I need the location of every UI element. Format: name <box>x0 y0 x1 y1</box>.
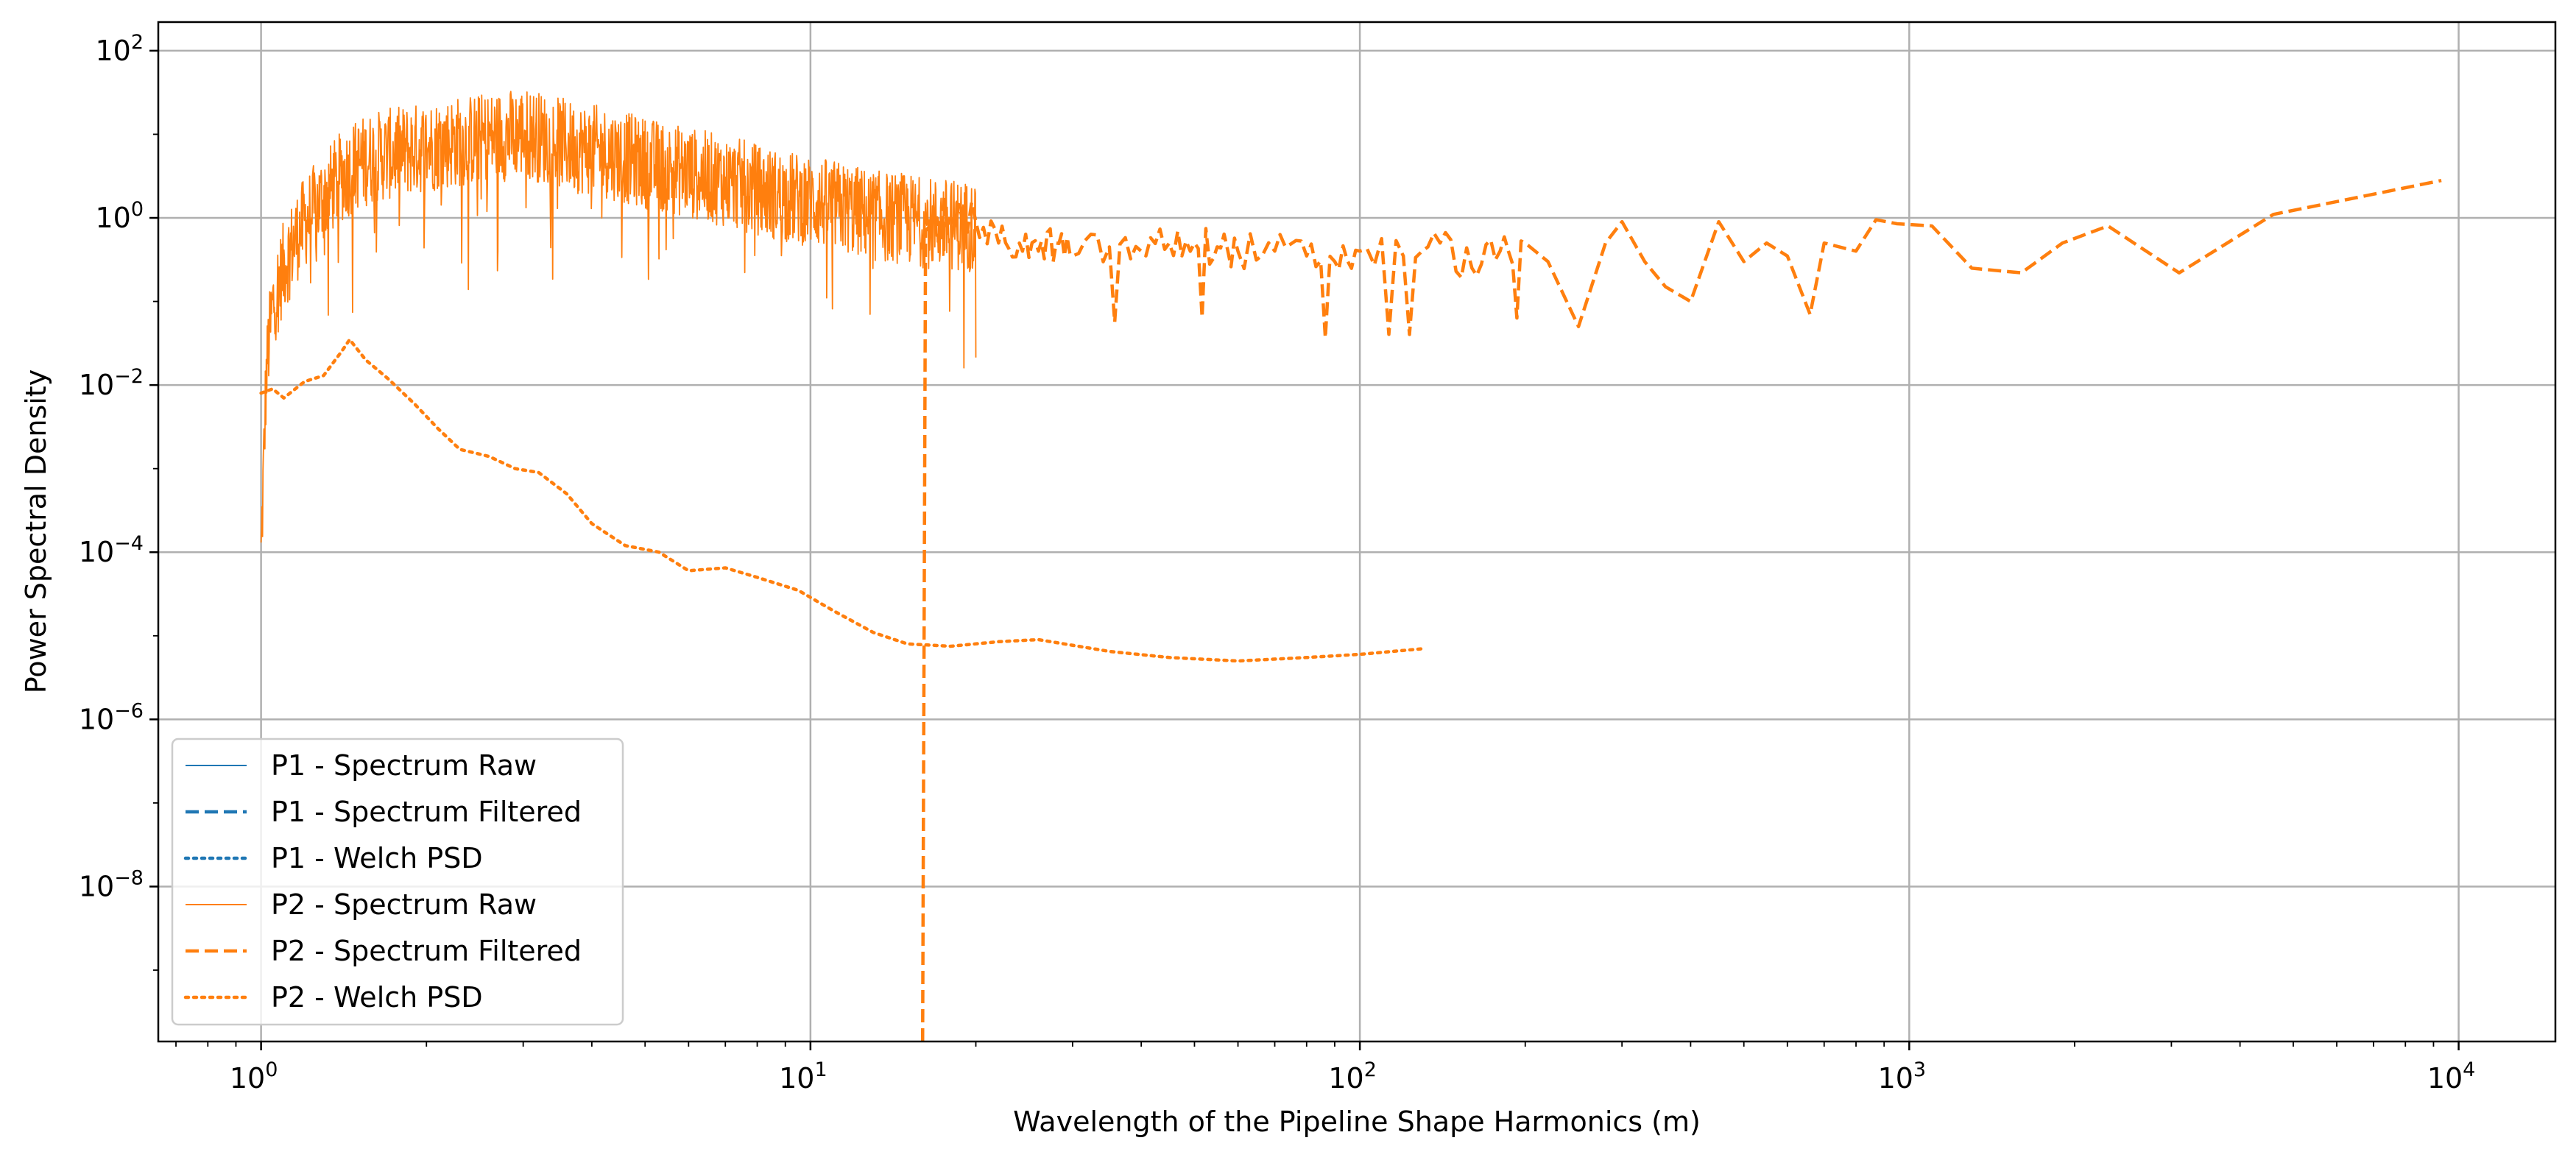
x-tick-label: 104 <box>2427 1058 2476 1094</box>
legend: P1 - Spectrum Raw P1 - Spectrum Filtered P… <box>171 738 624 1026</box>
series-layer <box>259 91 2442 1041</box>
tick-labels: 100 101 102 103 104 10−8 10−6 10−4 10−2 100 102 <box>79 31 2476 1094</box>
legend-label: P1 - Spectrum Filtered <box>271 796 582 828</box>
grid <box>158 22 2555 1041</box>
plot-frame <box>157 21 2557 1043</box>
y-tick-label: 10−2 <box>79 365 144 401</box>
legend-box <box>171 738 624 1026</box>
y-tick-label: 10−4 <box>79 532 144 568</box>
x-tick-label: 102 <box>1328 1058 1377 1094</box>
legend-label: P2 - Spectrum Filtered <box>271 935 582 967</box>
x-axis-label: Wavelength of the Pipeline Shape Harmoni… <box>1013 1106 1701 1138</box>
y-tick-label: 10−6 <box>79 699 144 735</box>
legend-label: P1 - Spectrum Raw <box>271 749 537 782</box>
ticks <box>149 49 2460 1050</box>
legend-label: P2 - Welch PSD <box>271 981 483 1014</box>
y-tick-label: 10−8 <box>79 866 144 902</box>
series-line-3 <box>260 91 977 543</box>
series-line-4 <box>920 178 2442 1041</box>
series-line-5 <box>259 338 1425 663</box>
x-tick-label: 100 <box>230 1058 278 1094</box>
legend-label: P2 - Spectrum Raw <box>271 888 537 921</box>
x-tick-label: 103 <box>1878 1058 1927 1094</box>
y-tick-label: 102 <box>95 31 144 67</box>
legend-label: P1 - Welch PSD <box>271 842 483 874</box>
y-axis-label: Power Spectral Density <box>20 369 52 693</box>
x-tick-label: 101 <box>779 1058 828 1094</box>
y-tick-label: 100 <box>95 198 144 234</box>
